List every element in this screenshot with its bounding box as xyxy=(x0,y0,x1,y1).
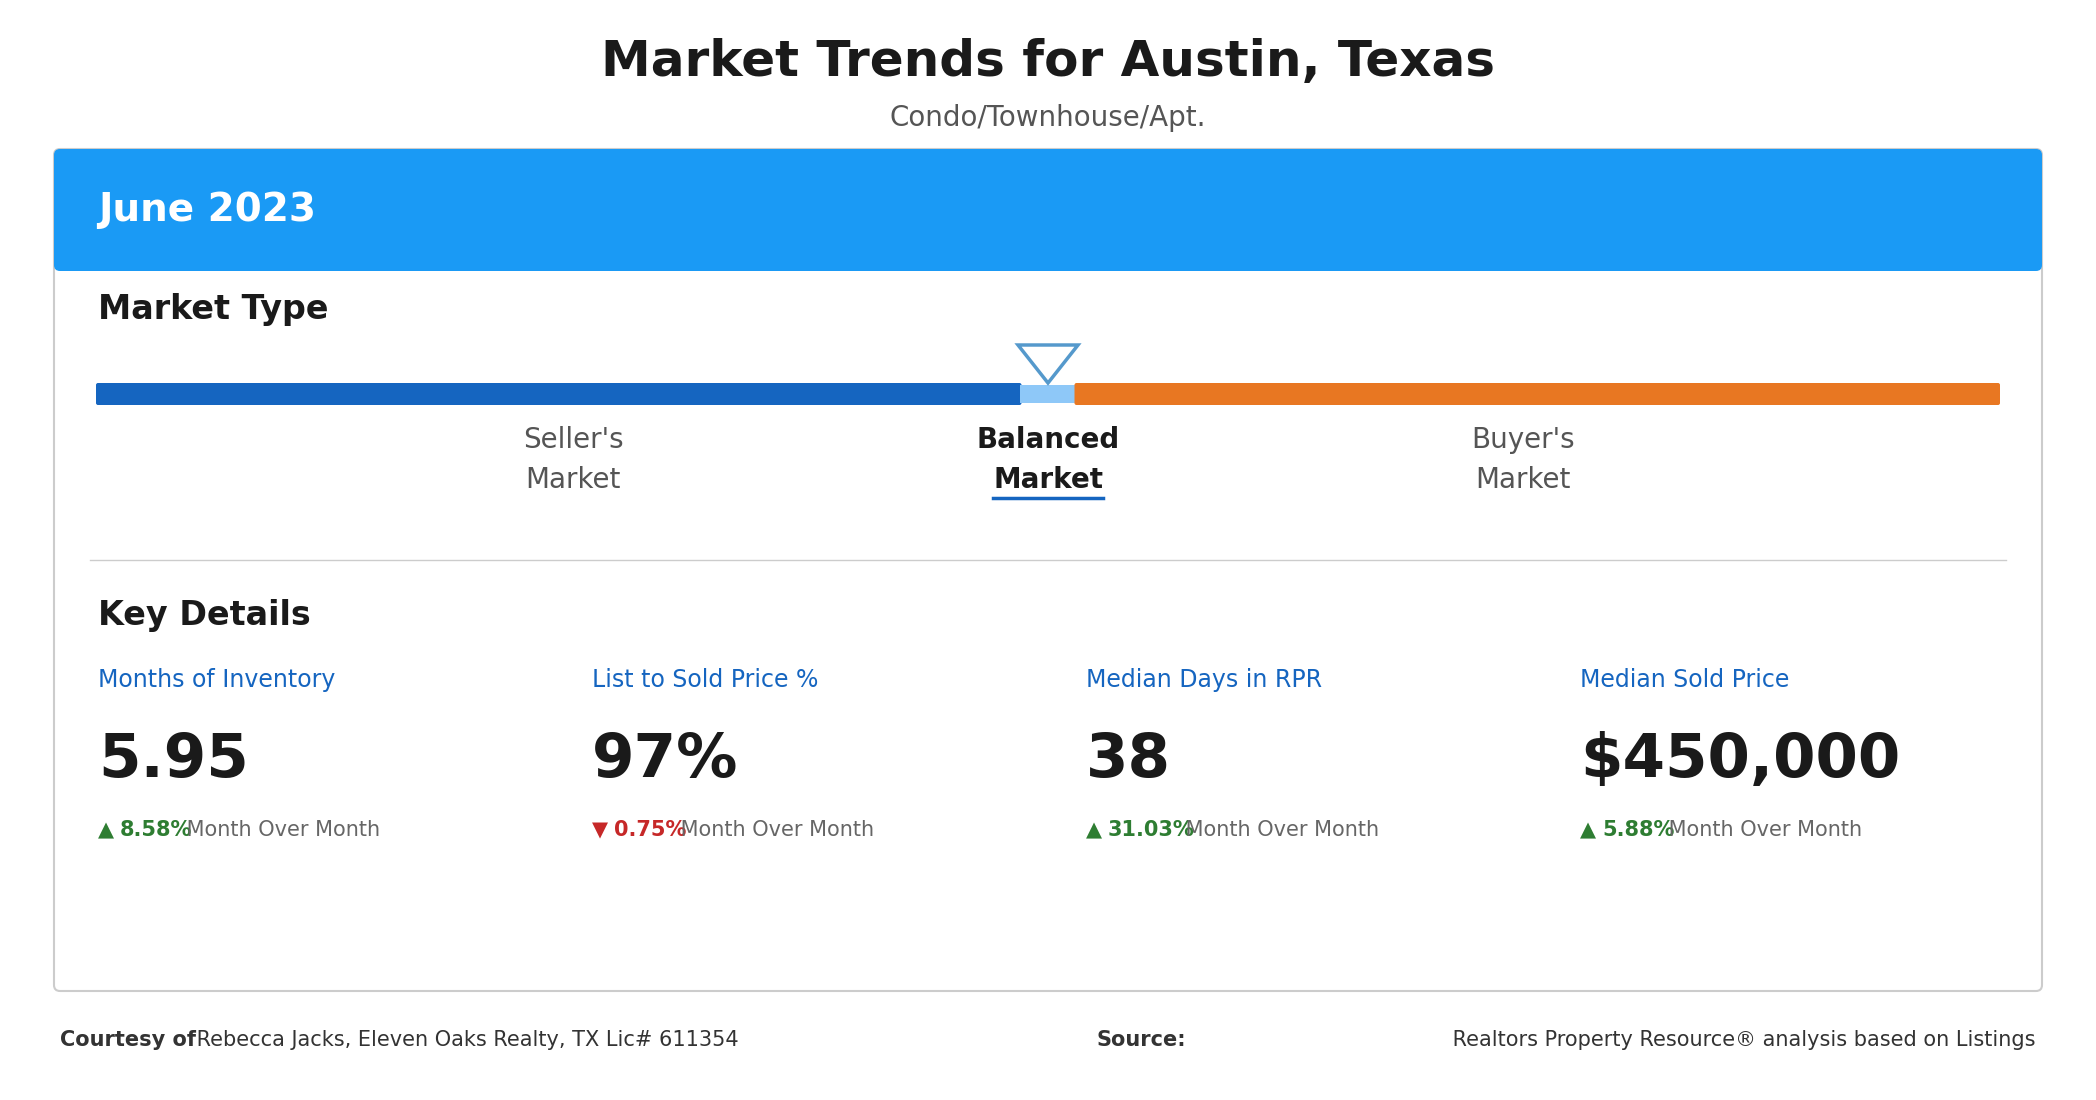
Text: ▲: ▲ xyxy=(99,820,113,840)
Text: Seller's: Seller's xyxy=(522,426,623,454)
Text: 5.88%: 5.88% xyxy=(1601,820,1675,840)
Text: Realtors Property Resource® analysis based on Listings: Realtors Property Resource® analysis bas… xyxy=(1446,1030,2035,1050)
Text: ▲: ▲ xyxy=(1580,820,1595,840)
Text: ▲: ▲ xyxy=(1086,820,1102,840)
Text: Source:: Source: xyxy=(1096,1030,1186,1050)
Bar xyxy=(61,245,2035,265)
Text: 0.75%: 0.75% xyxy=(614,820,685,840)
Text: 38: 38 xyxy=(1086,730,1172,790)
Text: June 2023: June 2023 xyxy=(99,191,316,229)
Polygon shape xyxy=(1019,345,1077,383)
Text: Month Over Month: Month Over Month xyxy=(1662,820,1861,840)
Text: $450,000: $450,000 xyxy=(1580,730,1901,790)
Text: Condo/Townhouse/Apt.: Condo/Townhouse/Apt. xyxy=(889,104,1207,132)
Text: List to Sold Price %: List to Sold Price % xyxy=(591,668,817,692)
FancyBboxPatch shape xyxy=(54,148,2042,991)
FancyBboxPatch shape xyxy=(96,383,1021,405)
FancyBboxPatch shape xyxy=(54,148,2042,271)
Text: Balanced: Balanced xyxy=(977,426,1119,454)
Text: Key Details: Key Details xyxy=(99,598,310,631)
Text: Median Sold Price: Median Sold Price xyxy=(1580,668,1790,692)
Text: Market Type: Market Type xyxy=(99,294,329,327)
Text: Months of Inventory: Months of Inventory xyxy=(99,668,335,692)
Text: 5.95: 5.95 xyxy=(99,730,249,790)
Text: ▼: ▼ xyxy=(591,820,608,840)
Text: Market Trends for Austin, Texas: Market Trends for Austin, Texas xyxy=(602,39,1494,86)
Text: 31.03%: 31.03% xyxy=(1109,820,1195,840)
Bar xyxy=(1019,385,1077,403)
Text: Market: Market xyxy=(994,466,1102,494)
FancyBboxPatch shape xyxy=(1075,383,2000,405)
Text: 8.58%: 8.58% xyxy=(119,820,193,840)
Text: Rebecca Jacks, Eleven Oaks Realty, TX Lic# 611354: Rebecca Jacks, Eleven Oaks Realty, TX Li… xyxy=(191,1030,738,1050)
Bar xyxy=(61,161,2035,265)
Text: Courtesy of: Courtesy of xyxy=(61,1030,197,1050)
Text: Market: Market xyxy=(526,466,620,494)
Text: Market: Market xyxy=(1476,466,1570,494)
Text: Median Days in RPR: Median Days in RPR xyxy=(1086,668,1323,692)
Text: 97%: 97% xyxy=(591,730,738,790)
Text: Month Over Month: Month Over Month xyxy=(180,820,379,840)
Text: Month Over Month: Month Over Month xyxy=(675,820,874,840)
Text: Buyer's: Buyer's xyxy=(1471,426,1574,454)
Text: Month Over Month: Month Over Month xyxy=(1178,820,1379,840)
